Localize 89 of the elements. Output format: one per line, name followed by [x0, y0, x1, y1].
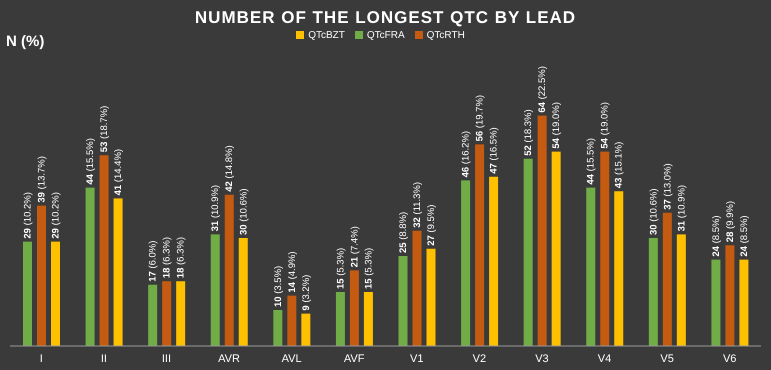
data-label: 24 (8.5%) [710, 215, 722, 257]
bar [364, 292, 373, 346]
data-label: 30 (10.6%) [648, 188, 660, 235]
bar [552, 152, 561, 346]
legend-label: QTcBZT [308, 30, 345, 41]
bar [86, 188, 95, 346]
x-tick-label: V5 [660, 352, 674, 365]
data-label: 28 (9.9%) [724, 200, 736, 242]
data-label: 54 (19.0%) [600, 102, 611, 149]
data-label: 18 (6.3%) [162, 236, 173, 278]
legend-label: QTcRTH [426, 30, 465, 41]
x-tick-label: AVF [344, 352, 365, 365]
data-label: 41 (14.4%) [113, 148, 124, 196]
data-label: 14 (4.9%) [286, 251, 298, 293]
data-label: 29 (10.2%) [50, 192, 62, 239]
bar [350, 270, 359, 346]
bar [676, 234, 686, 346]
bar [600, 152, 610, 346]
data-label: 29 (10.2%) [22, 192, 34, 239]
bar [148, 284, 158, 346]
data-label: 37 (13.0%) [662, 163, 674, 210]
data-label: 44 (15.5%) [85, 138, 96, 185]
y-axis-title: N (%) [6, 33, 44, 50]
bar [725, 245, 734, 346]
data-label: 52 (18.3%) [523, 109, 534, 156]
bar [238, 238, 248, 346]
bar [23, 242, 32, 346]
x-tick-label: V1 [410, 352, 424, 365]
bar [51, 242, 60, 346]
data-label: 17 (6.0%) [148, 240, 159, 282]
bar [426, 248, 436, 346]
data-label: 39 (13.7%) [36, 156, 48, 203]
bar [475, 144, 484, 346]
data-label: 32 (11.3%) [412, 182, 423, 228]
data-label: 15 (5.3%) [363, 248, 374, 289]
bar [614, 191, 624, 346]
bar [114, 198, 123, 346]
data-label: 64 (22.5%) [537, 66, 548, 113]
bar [273, 310, 282, 346]
data-label: 24 (8.5%) [738, 215, 750, 257]
bar [538, 116, 547, 346]
data-label: 15 (5.3%) [335, 248, 346, 289]
data-label: 56 (19.7%) [474, 94, 486, 142]
bar [648, 238, 658, 346]
data-label: 42 (14.8%) [224, 145, 236, 192]
chart-title: NUMBER OF THE LONGEST QTC BY LEAD [194, 8, 578, 28]
legend-label: QTcFRA [366, 30, 405, 41]
data-label: 27 (9.5%) [426, 204, 437, 246]
data-label: 30 (10.6%) [238, 188, 250, 235]
data-label: 53 (18.7%) [99, 106, 110, 152]
bar [37, 206, 46, 346]
bar [711, 260, 720, 346]
bar [287, 296, 296, 346]
bar [412, 230, 422, 346]
bar [336, 292, 345, 346]
data-label: 54 (19.0%) [551, 102, 562, 149]
bar [176, 281, 186, 346]
data-label: 31 (10.9%) [210, 184, 222, 232]
bar [461, 180, 470, 346]
x-tick-label: V6 [722, 352, 736, 365]
x-tick-label: V3 [535, 352, 549, 365]
data-label: 21 (7.4%) [349, 226, 360, 268]
bar [100, 155, 109, 346]
data-label: 43 (15.1%) [614, 142, 625, 188]
x-tick-label: I [40, 352, 43, 365]
data-label: 46 (16.2%) [460, 130, 472, 178]
bar [162, 281, 172, 346]
x-tick-label: V2 [472, 352, 486, 365]
data-label: 10 (3.5%) [272, 266, 284, 307]
bar [662, 212, 672, 346]
data-label: 25 (8.8%) [398, 212, 409, 253]
data-label: 18 (6.3%) [176, 236, 187, 278]
bar [210, 234, 220, 346]
data-label: 9 (3.2%) [300, 274, 312, 311]
x-tick-label: AVR [218, 352, 240, 365]
x-tick-label: AVL [282, 352, 302, 365]
bar [398, 256, 408, 346]
data-label: 44 (15.5%) [586, 138, 597, 185]
bar [489, 176, 498, 346]
bar [586, 188, 596, 346]
x-tick-label: II [100, 352, 107, 365]
x-tick-label: V4 [598, 352, 612, 365]
data-label: 47 (16.5%) [488, 127, 500, 174]
bar [739, 260, 748, 346]
x-tick-label: III [162, 352, 172, 365]
bar [524, 158, 533, 346]
bar [301, 314, 310, 346]
data-label: 31 (10.9%) [676, 184, 688, 232]
bar [224, 194, 234, 346]
